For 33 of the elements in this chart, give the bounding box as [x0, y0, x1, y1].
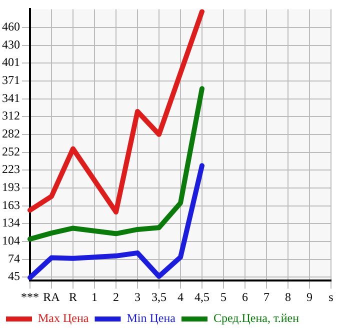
x-tick-label: 9 — [306, 290, 312, 304]
y-tick-label: 223 — [2, 162, 20, 176]
x-tick-label: RA — [43, 290, 60, 304]
y-tick-label: 104 — [2, 234, 20, 248]
y-tick-label: 134 — [2, 216, 20, 230]
x-tick-label: R — [68, 290, 78, 304]
x-tick-label: 5 — [220, 290, 226, 304]
y-tick-label: 460 — [2, 19, 20, 34]
y-tick-label: 163 — [2, 198, 20, 212]
x-tick-label: 8 — [285, 290, 291, 304]
x-tick-label: s — [328, 290, 334, 304]
y-tick-label: 45 — [8, 269, 20, 284]
y-tick-label: 401 — [2, 54, 20, 69]
y-tick-label: 193 — [2, 180, 20, 194]
legend-label: Min Цена — [126, 311, 176, 326]
x-tick-label: 3 — [134, 290, 140, 304]
y-tick-label: 312 — [2, 108, 20, 122]
legend-label: Сред.Цена, т.йен — [213, 311, 300, 326]
legend-label: Max Цена — [38, 311, 90, 326]
y-tick-label: 341 — [2, 91, 20, 106]
x-tick-label: 4 — [178, 290, 184, 304]
x-tick-label: 3,5 — [152, 290, 166, 304]
x-tick-label: 7 — [264, 290, 270, 304]
y-tick-label: 371 — [2, 72, 20, 87]
x-tick-label: 2 — [113, 290, 119, 304]
x-tick-label: 4,5 — [194, 290, 210, 304]
y-tick-label: 252 — [2, 144, 20, 159]
y-tick-label: 74 — [8, 252, 20, 266]
x-tick-label: 6 — [242, 290, 248, 304]
y-tick-label: 282 — [2, 126, 20, 141]
x-tick-label: *** — [21, 290, 39, 304]
x-tick-label: 1 — [92, 290, 98, 304]
y-tick-label: 430 — [2, 37, 20, 52]
